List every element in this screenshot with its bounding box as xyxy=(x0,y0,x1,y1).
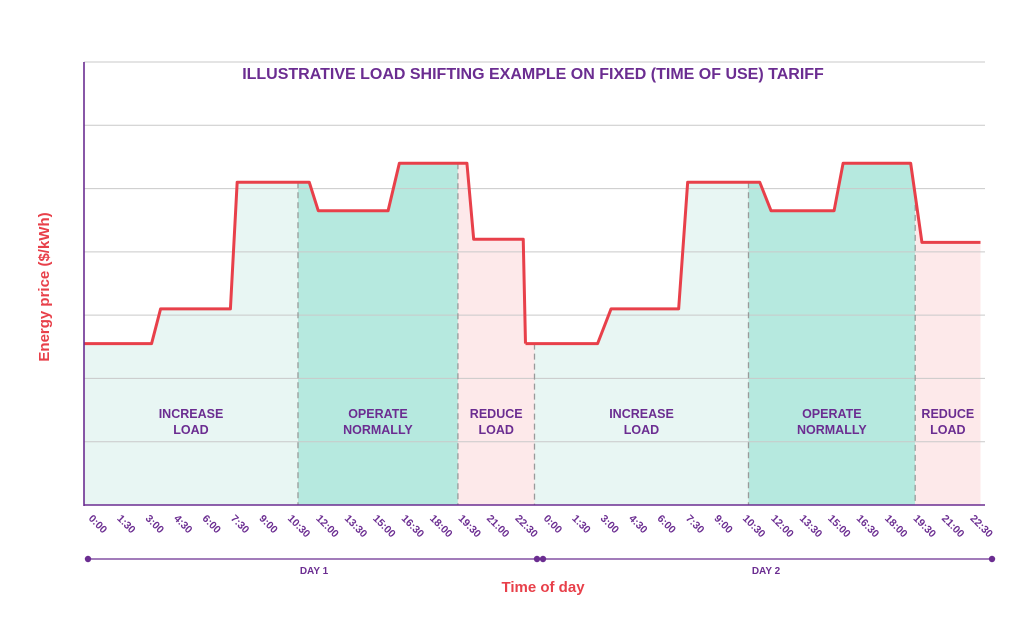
region-label-line: INCREASE xyxy=(609,407,674,421)
x-tick-label: 6:00 xyxy=(200,513,223,536)
x-tick-label: 0:00 xyxy=(541,513,564,536)
x-tick-label: 13:30 xyxy=(797,513,825,541)
x-tick-label: 12:00 xyxy=(313,513,341,541)
x-tick-label: 15:00 xyxy=(825,513,853,541)
day-2-label: DAY 2 xyxy=(752,566,781,577)
region-label-1: INCREASE LOAD xyxy=(159,407,224,437)
region-label-line: LOAD xyxy=(478,423,513,437)
x-tick-label: 15:00 xyxy=(370,513,398,541)
divider-layer xyxy=(297,163,916,505)
day-1-label: DAY 1 xyxy=(300,566,329,577)
region-label-line: LOAD xyxy=(173,423,208,437)
x-tick-label: 4:30 xyxy=(171,513,194,536)
x-tick-label: 22:30 xyxy=(968,513,996,541)
series-layer xyxy=(84,161,981,346)
region-label-line: INCREASE xyxy=(159,407,224,421)
x-axis-label: Time of day xyxy=(501,579,585,596)
x-tick-label: 19:30 xyxy=(456,513,484,541)
x-tick-label: 1:30 xyxy=(569,513,592,536)
price-line-2 xyxy=(525,161,981,346)
region-label-2: OPERATE NORMALLY xyxy=(343,407,413,437)
x-tick-label: 18:00 xyxy=(882,513,910,541)
x-tick-label: 6:00 xyxy=(655,513,678,536)
price-line-1 xyxy=(84,161,527,346)
x-tick-label: 4:30 xyxy=(626,513,649,536)
region-layer xyxy=(84,163,981,505)
day-marker-dot xyxy=(84,555,92,563)
x-tick-label: 9:00 xyxy=(257,513,280,536)
day-marker-dot xyxy=(539,555,547,563)
region-label-line: OPERATE xyxy=(802,407,862,421)
grid-layer xyxy=(84,61,985,443)
region-label-5: OPERATE NORMALLY xyxy=(797,407,867,437)
region-fill-5 xyxy=(748,163,916,505)
x-tick-label: 3:00 xyxy=(598,513,621,536)
x-tick-label: 13:30 xyxy=(342,513,370,541)
region-label-line: NORMALLY xyxy=(343,423,413,437)
region-fill-4 xyxy=(534,182,749,505)
region-label-line: REDUCE xyxy=(470,407,523,421)
x-tick-label: 22:30 xyxy=(512,513,540,541)
day-marker-dot xyxy=(533,555,541,563)
x-tick-label: 7:30 xyxy=(683,513,706,536)
chart-title: ILLUSTRATIVE LOAD SHIFTING EXAMPLE ON FI… xyxy=(242,66,824,83)
x-tick-label: 21:00 xyxy=(484,513,512,541)
region-label-4: INCREASE LOAD xyxy=(609,407,674,437)
region-fill-6 xyxy=(915,194,981,505)
region-label-line: LOAD xyxy=(624,423,659,437)
x-tick-label: 1:30 xyxy=(114,513,137,536)
region-fill-3 xyxy=(457,163,535,505)
x-tick-label: 10:30 xyxy=(740,513,768,541)
region-label-6: REDUCE LOAD xyxy=(921,407,974,437)
x-tick-label: 9:00 xyxy=(712,513,735,536)
x-tick-label: 3:00 xyxy=(143,513,166,536)
x-tick-label: 18:00 xyxy=(427,513,455,541)
region-label-line: REDUCE xyxy=(921,407,974,421)
day-axis: DAY 1 DAY 2 xyxy=(84,555,996,577)
x-tick-label: 16:30 xyxy=(854,513,882,541)
x-tick-label: 10:30 xyxy=(285,513,313,541)
x-tick-label: 19:30 xyxy=(911,513,939,541)
x-tick-label: 21:00 xyxy=(939,513,967,541)
region-label-line: OPERATE xyxy=(348,407,408,421)
x-tick-label: 7:30 xyxy=(228,513,251,536)
x-tick-label: 12:00 xyxy=(768,513,796,541)
region-label-line: NORMALLY xyxy=(797,423,867,437)
x-tick-label: 16:30 xyxy=(399,513,427,541)
region-label-3: REDUCE LOAD xyxy=(470,407,523,437)
region-fill-1 xyxy=(84,182,298,505)
x-tick-layer: 0:00 1:30 3:00 4:30 6:00 7:30 9:00 10:30 12:00 13… xyxy=(86,513,995,541)
x-tick-label: 0:00 xyxy=(86,513,109,536)
region-label-line: LOAD xyxy=(930,423,965,437)
region-fill-2 xyxy=(297,163,458,505)
day-marker-dot xyxy=(988,555,996,563)
y-axis-label: Energy price ($/kWh) xyxy=(36,212,53,361)
